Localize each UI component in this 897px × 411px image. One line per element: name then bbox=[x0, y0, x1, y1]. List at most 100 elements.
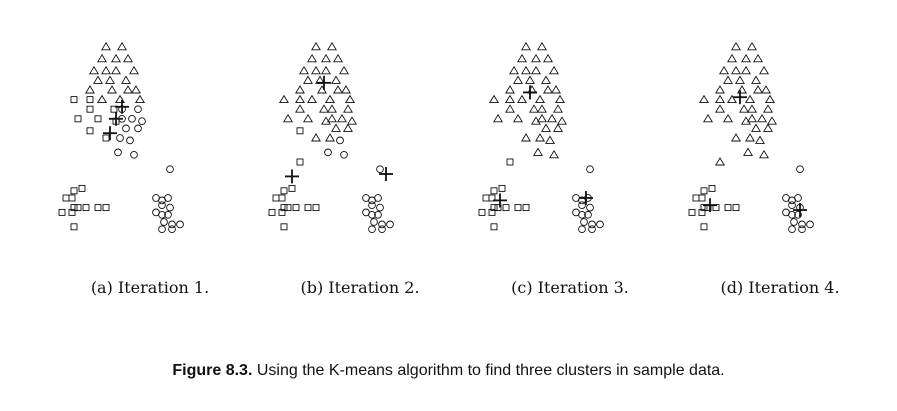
triangle-point bbox=[319, 104, 329, 113]
triangle-point bbox=[543, 85, 553, 94]
circle-point bbox=[794, 194, 802, 202]
centroid-marker bbox=[115, 99, 129, 114]
triangle-point bbox=[531, 53, 541, 63]
triangle-point bbox=[513, 75, 523, 84]
triangle-point bbox=[553, 104, 563, 113]
square-point bbox=[268, 208, 276, 216]
circle-point bbox=[386, 220, 394, 229]
triangle-point bbox=[327, 41, 337, 51]
square-point bbox=[490, 204, 498, 212]
circle-point bbox=[374, 210, 382, 219]
square-point bbox=[698, 194, 706, 202]
circle-point bbox=[336, 136, 344, 145]
square-point bbox=[82, 204, 90, 212]
triangle-point bbox=[493, 113, 503, 123]
circle-point bbox=[584, 210, 592, 219]
square-point bbox=[488, 208, 496, 216]
triangle-point bbox=[131, 85, 141, 94]
scatter-panel-d bbox=[688, 41, 814, 234]
triangle-point bbox=[307, 53, 317, 63]
triangle-point bbox=[737, 85, 747, 94]
circle-point bbox=[788, 201, 796, 210]
triangle-point bbox=[89, 65, 99, 75]
triangle-point bbox=[741, 53, 751, 63]
square-point bbox=[296, 158, 304, 166]
circle-point bbox=[596, 220, 604, 229]
scatter-panel-c bbox=[478, 41, 604, 234]
circle-point bbox=[578, 201, 586, 210]
figure-caption-text: Using the K-means algorithm to find thre… bbox=[256, 362, 725, 379]
square-point bbox=[708, 184, 716, 192]
triangle-point bbox=[753, 53, 763, 63]
triangle-point bbox=[759, 149, 769, 159]
triangle-point bbox=[303, 113, 313, 123]
triangle-point bbox=[525, 75, 535, 84]
circle-point bbox=[788, 225, 796, 234]
triangle-point bbox=[135, 94, 145, 104]
triangle-point bbox=[553, 123, 563, 132]
circle-point bbox=[368, 210, 376, 219]
triangle-point bbox=[101, 65, 111, 75]
circle-point bbox=[324, 148, 332, 157]
square-point bbox=[102, 204, 110, 212]
circle-point bbox=[160, 218, 168, 226]
square-point bbox=[86, 105, 94, 113]
triangle-point bbox=[489, 94, 499, 104]
triangle-point bbox=[307, 94, 317, 104]
triangle-point bbox=[105, 75, 115, 84]
triangle-point bbox=[299, 65, 309, 75]
circle-point bbox=[176, 220, 184, 229]
triangle-point bbox=[739, 104, 749, 113]
square-point bbox=[522, 204, 530, 212]
triangle-point bbox=[129, 65, 139, 75]
triangle-point bbox=[505, 85, 515, 94]
triangle-point bbox=[751, 75, 761, 84]
triangle-point bbox=[295, 85, 305, 94]
triangle-point bbox=[327, 104, 337, 113]
centroid-marker bbox=[733, 90, 747, 105]
triangle-point bbox=[719, 65, 729, 75]
square-point bbox=[304, 204, 312, 212]
centroid-marker bbox=[703, 198, 717, 213]
triangle-point bbox=[537, 104, 547, 113]
square-point bbox=[86, 127, 94, 135]
triangle-point bbox=[555, 94, 565, 104]
triangle-point bbox=[343, 104, 353, 113]
square-point bbox=[74, 204, 82, 212]
triangle-point bbox=[727, 94, 737, 104]
triangle-point bbox=[123, 85, 133, 94]
triangle-point bbox=[339, 65, 349, 75]
triangle-point bbox=[343, 123, 353, 132]
square-point bbox=[70, 96, 78, 104]
circle-point bbox=[164, 194, 172, 202]
circle-point bbox=[378, 220, 386, 229]
square-point bbox=[280, 223, 288, 231]
square-point bbox=[78, 184, 86, 192]
square-point bbox=[280, 204, 288, 212]
square-point bbox=[312, 204, 320, 212]
square-point bbox=[62, 194, 70, 202]
square-point bbox=[498, 184, 506, 192]
triangle-point bbox=[513, 113, 523, 123]
triangle-point bbox=[295, 104, 305, 113]
triangle-point bbox=[537, 41, 547, 51]
scatter-panel-b bbox=[268, 41, 394, 234]
triangle-point bbox=[517, 53, 527, 63]
centroid-marker bbox=[579, 191, 593, 205]
triangle-point bbox=[753, 85, 763, 94]
circle-point bbox=[130, 150, 138, 159]
triangle-point bbox=[117, 41, 127, 51]
circle-point bbox=[158, 210, 166, 219]
triangle-point bbox=[121, 75, 131, 84]
square-point bbox=[478, 208, 486, 216]
triangle-point bbox=[321, 53, 331, 63]
circle-point bbox=[578, 225, 586, 234]
square-point bbox=[482, 194, 490, 202]
triangle-point bbox=[731, 65, 741, 75]
circle-point bbox=[168, 220, 176, 229]
triangle-point bbox=[715, 104, 725, 113]
square-point bbox=[68, 208, 76, 216]
square-point bbox=[296, 127, 304, 135]
triangle-point bbox=[751, 123, 761, 132]
square-point bbox=[110, 105, 118, 113]
